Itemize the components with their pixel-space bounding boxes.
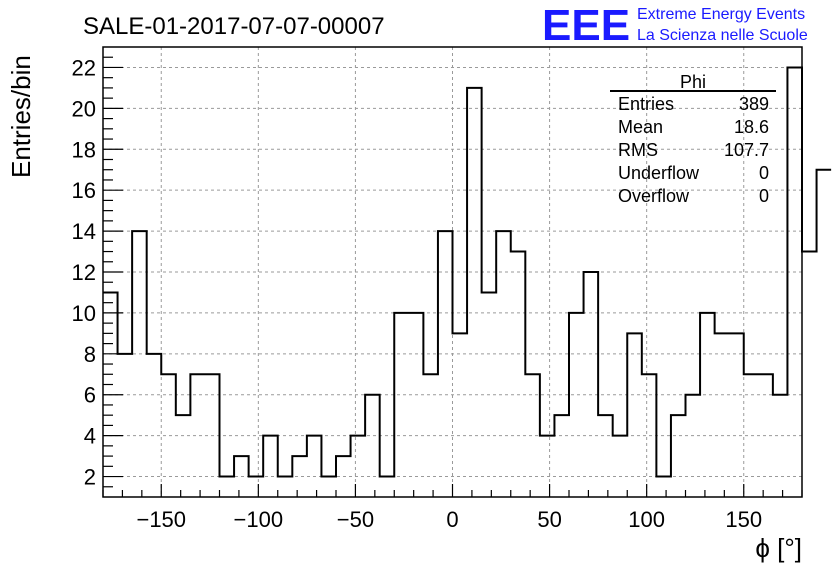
plot-frame bbox=[102, 46, 803, 498]
eee-logo: EEE Extreme Energy Events La Scienza nel… bbox=[542, 1, 808, 50]
x-tick-label: 50 bbox=[537, 507, 561, 532]
y-tick-label: 16 bbox=[72, 178, 96, 203]
stats-rows: Entries 389 Mean 18.6 RMS 107.7 Underflow 0 Over… bbox=[618, 94, 769, 206]
y-tick-label: 2 bbox=[84, 465, 96, 490]
stats-title: Phi bbox=[680, 72, 706, 92]
y-tick-label: 12 bbox=[72, 260, 96, 285]
stats-row-label: RMS bbox=[618, 140, 658, 160]
x-tick-label: 0 bbox=[446, 507, 458, 532]
stats-row-value: 0 bbox=[759, 163, 769, 183]
y-tick-label: 22 bbox=[72, 55, 96, 80]
x-axis-label: ϕ [°] bbox=[755, 533, 802, 563]
stats-row-label: Entries bbox=[618, 94, 674, 114]
logo-mark: EEE bbox=[542, 1, 630, 50]
stats-row-value: 18.6 bbox=[734, 117, 769, 137]
y-tick-label: 14 bbox=[72, 219, 96, 244]
stats-row-label: Overflow bbox=[618, 186, 690, 206]
axis-ticks bbox=[102, 56, 803, 497]
x-tick-label: −50 bbox=[337, 507, 374, 532]
x-tick-label: −150 bbox=[136, 507, 186, 532]
stats-row-label: Underflow bbox=[618, 163, 700, 183]
stats-row-value: 107.7 bbox=[724, 140, 769, 160]
stats-box: Phi Entries 389 Mean 18.6 RMS 107.7 Underflow 0… bbox=[610, 72, 776, 206]
y-tick-label: 10 bbox=[72, 301, 96, 326]
histogram-line bbox=[103, 66, 832, 478]
logo-line-2: La Scienza nelle Scuole bbox=[637, 27, 808, 44]
y-tick-label: 8 bbox=[84, 342, 96, 367]
y-tick-label: 6 bbox=[84, 383, 96, 408]
x-tick-label: 100 bbox=[628, 507, 665, 532]
y-tick-label: 18 bbox=[72, 137, 96, 162]
x-tick-label: −100 bbox=[234, 507, 284, 532]
y-tick-label: 20 bbox=[72, 96, 96, 121]
y-tick-label: 4 bbox=[84, 424, 96, 449]
chart-title: SALE-01-2017-07-07-00007 bbox=[83, 13, 385, 40]
logo-line-1: Extreme Energy Events bbox=[637, 6, 805, 23]
stats-row-value: 389 bbox=[739, 94, 769, 114]
stats-row-value: 0 bbox=[759, 186, 769, 206]
tick-labels: −150 −100 −50 0 50 100 150 2 4 6 8 10 12 14 16 18 20 22 bbox=[72, 55, 763, 532]
stats-row-label: Mean bbox=[618, 117, 663, 137]
x-tick-label: 150 bbox=[725, 507, 762, 532]
y-axis-label: Entries/bin bbox=[6, 55, 36, 178]
histogram-series bbox=[103, 66, 832, 478]
